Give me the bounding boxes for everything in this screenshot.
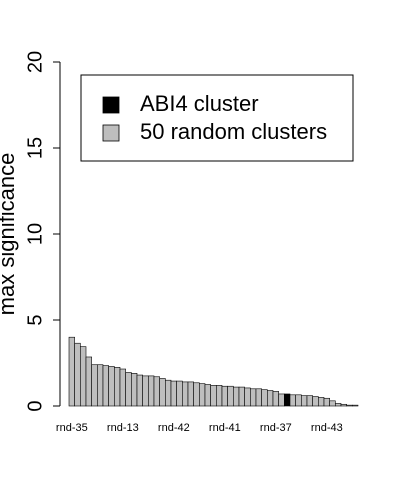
bar bbox=[210, 385, 217, 407]
bar bbox=[323, 397, 330, 407]
bar bbox=[250, 388, 257, 407]
bar bbox=[244, 387, 251, 407]
bar bbox=[318, 397, 325, 407]
x-tick-label: rnd-35 bbox=[56, 422, 88, 434]
y-tick-label: 0 bbox=[24, 400, 46, 411]
bar bbox=[153, 376, 160, 407]
bar bbox=[238, 386, 245, 407]
bar bbox=[193, 382, 200, 407]
legend-swatch bbox=[102, 96, 120, 114]
bar bbox=[102, 365, 109, 407]
bar bbox=[108, 366, 115, 407]
bar bbox=[159, 378, 166, 407]
bar bbox=[289, 394, 296, 407]
bar bbox=[182, 381, 189, 407]
x-tick-label: rnd-43 bbox=[311, 422, 343, 434]
bar bbox=[74, 342, 81, 407]
bar bbox=[233, 386, 240, 407]
legend-box bbox=[80, 74, 354, 162]
bar bbox=[97, 364, 104, 407]
bar bbox=[352, 404, 359, 407]
bar bbox=[148, 375, 155, 407]
legend-label: ABI4 cluster bbox=[140, 91, 259, 116]
bar bbox=[295, 394, 302, 407]
bar bbox=[119, 368, 126, 407]
x-tick-label: rnd-13 bbox=[107, 422, 139, 434]
bar bbox=[284, 393, 291, 407]
bar bbox=[272, 391, 279, 407]
y-tick-label: 15 bbox=[24, 137, 46, 159]
bar bbox=[125, 372, 132, 407]
bar bbox=[187, 381, 194, 407]
x-tick-label: rnd-42 bbox=[158, 422, 190, 434]
bar bbox=[176, 380, 183, 407]
bar bbox=[340, 403, 347, 407]
bar bbox=[199, 383, 206, 407]
bar bbox=[131, 373, 138, 407]
bar bbox=[204, 384, 211, 407]
y-tick-label: 20 bbox=[24, 51, 46, 73]
bar bbox=[301, 395, 308, 407]
bar bbox=[312, 396, 319, 407]
bar bbox=[306, 395, 313, 407]
bar bbox=[165, 379, 172, 407]
bar bbox=[170, 380, 177, 407]
bar bbox=[68, 336, 75, 407]
bar bbox=[85, 356, 92, 407]
bar bbox=[261, 389, 268, 407]
bar bbox=[267, 390, 274, 407]
bar bbox=[80, 346, 87, 407]
bar bbox=[114, 366, 121, 407]
y-axis-label: max significance bbox=[0, 153, 19, 316]
bar bbox=[221, 385, 228, 407]
bar bbox=[91, 364, 98, 407]
bar bbox=[136, 374, 143, 407]
legend-label: 50 random clusters bbox=[140, 119, 327, 144]
bar bbox=[346, 404, 353, 407]
bar bbox=[329, 400, 336, 407]
bar bbox=[142, 375, 149, 407]
legend-swatch bbox=[102, 124, 120, 142]
bar bbox=[227, 385, 234, 407]
bar bbox=[255, 388, 262, 407]
bar bbox=[216, 385, 223, 407]
y-tick-label: 10 bbox=[24, 223, 46, 245]
x-tick-label: rnd-37 bbox=[260, 422, 292, 434]
bar bbox=[335, 403, 342, 407]
y-tick-label: 5 bbox=[24, 314, 46, 325]
bar bbox=[278, 393, 285, 407]
x-tick-label: rnd-41 bbox=[209, 422, 241, 434]
